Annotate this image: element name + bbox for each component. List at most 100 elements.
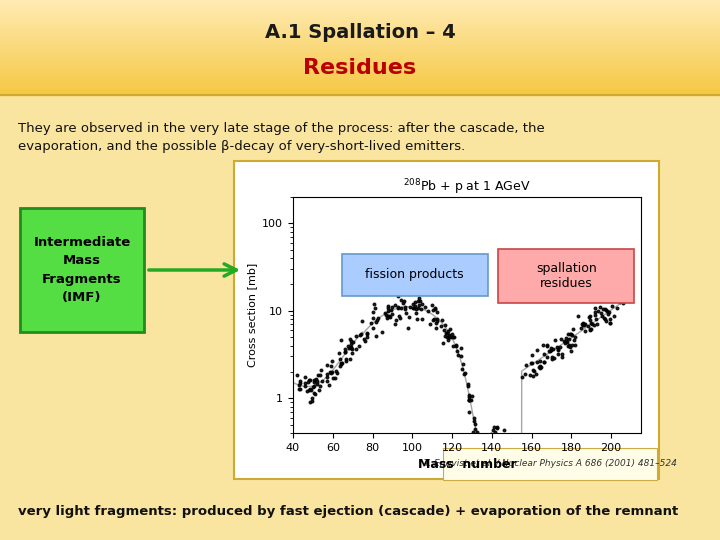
Bar xyxy=(0,54,720,55)
Point xyxy=(436,315,448,324)
Point xyxy=(535,357,546,366)
Point xyxy=(597,312,608,321)
Point xyxy=(413,293,425,302)
Point xyxy=(611,303,623,312)
Point xyxy=(585,319,596,328)
Bar xyxy=(0,67,720,68)
Bar xyxy=(0,34,720,35)
Point xyxy=(333,348,345,357)
Point xyxy=(442,327,454,336)
Point xyxy=(579,319,590,328)
Bar xyxy=(0,62,720,63)
Point xyxy=(438,326,450,334)
Bar xyxy=(0,53,720,54)
Point xyxy=(507,437,518,446)
Bar xyxy=(0,47,720,48)
Point xyxy=(326,357,338,366)
Point xyxy=(553,345,564,353)
Point xyxy=(500,436,511,445)
Point xyxy=(616,291,627,299)
Bar xyxy=(0,94,720,95)
Point xyxy=(393,312,405,320)
Point xyxy=(487,440,498,448)
Text: Residues: Residues xyxy=(303,58,417,78)
Point xyxy=(424,320,436,328)
Point xyxy=(530,370,541,379)
Point xyxy=(306,396,318,405)
Text: They are observed in the very late stage of the process: after the cascade, the: They are observed in the very late stage… xyxy=(18,122,545,135)
Point xyxy=(480,439,491,448)
Point xyxy=(527,359,539,367)
Point xyxy=(300,379,311,387)
Bar xyxy=(0,85,720,86)
Point xyxy=(408,300,419,308)
Point xyxy=(303,376,315,384)
Point xyxy=(354,331,366,340)
Point xyxy=(564,330,576,339)
Point xyxy=(465,396,477,404)
Bar xyxy=(0,46,720,47)
Bar xyxy=(0,39,720,40)
Point xyxy=(541,353,553,362)
Bar xyxy=(0,52,720,53)
Point xyxy=(427,301,438,309)
Bar xyxy=(0,93,720,94)
Bar xyxy=(0,29,720,30)
Point xyxy=(452,351,464,360)
Point xyxy=(305,376,316,384)
Point xyxy=(382,301,393,310)
Point xyxy=(334,354,346,363)
Point xyxy=(340,355,351,363)
Point xyxy=(389,320,400,329)
Point xyxy=(531,346,543,354)
Point xyxy=(614,298,626,306)
Point xyxy=(464,395,475,404)
Point xyxy=(514,456,526,464)
Bar xyxy=(0,13,720,14)
Bar xyxy=(0,73,720,74)
Point xyxy=(583,313,595,321)
Point xyxy=(534,362,546,370)
Bar xyxy=(0,18,720,19)
Bar xyxy=(0,75,720,76)
Point xyxy=(498,434,509,442)
Point xyxy=(470,437,482,445)
Point xyxy=(444,333,455,342)
Point xyxy=(316,377,328,386)
Point xyxy=(546,353,558,362)
Point xyxy=(533,363,544,372)
Point xyxy=(343,355,355,363)
Bar xyxy=(0,92,720,93)
Point xyxy=(599,305,611,314)
Bar xyxy=(0,74,720,75)
Point xyxy=(347,338,359,346)
Text: Intermediate
Mass
Fragments
(IMF): Intermediate Mass Fragments (IMF) xyxy=(33,237,130,303)
Point xyxy=(602,295,613,304)
Point xyxy=(308,376,320,384)
Point xyxy=(527,365,539,374)
X-axis label: Mass  number: Mass number xyxy=(418,458,516,471)
Point xyxy=(294,377,306,386)
Point xyxy=(356,330,367,339)
Point xyxy=(299,382,310,391)
Bar xyxy=(0,44,720,45)
FancyBboxPatch shape xyxy=(20,208,144,332)
Bar xyxy=(0,70,720,71)
Point xyxy=(346,343,357,352)
Point xyxy=(302,378,314,387)
Point xyxy=(386,306,397,314)
Point xyxy=(455,352,467,360)
Point xyxy=(559,339,571,348)
Point xyxy=(561,334,572,342)
Point xyxy=(617,299,629,308)
Point xyxy=(503,440,514,448)
Point xyxy=(520,370,531,379)
Point xyxy=(346,343,357,352)
Point xyxy=(456,343,467,352)
Bar xyxy=(0,91,720,92)
Point xyxy=(468,417,480,426)
Point xyxy=(509,450,521,458)
Point xyxy=(339,345,351,354)
Point xyxy=(399,305,410,313)
Point xyxy=(402,323,413,332)
